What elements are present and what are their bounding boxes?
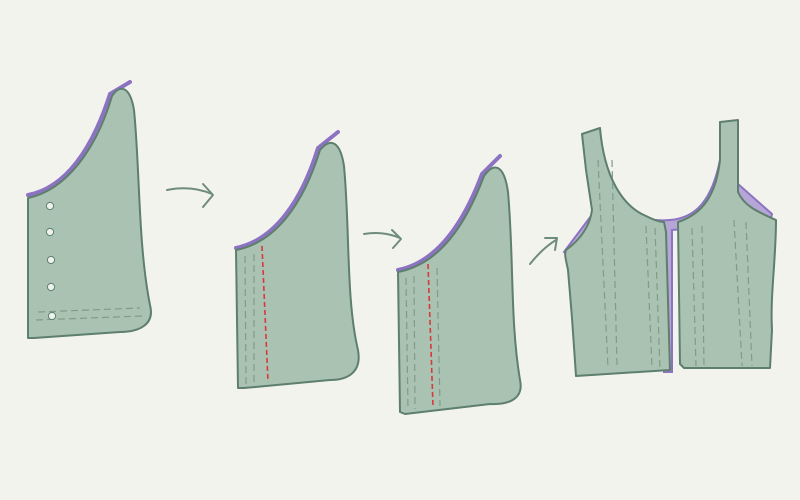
lining-edge	[234, 130, 340, 250]
step-3-panel	[396, 154, 522, 415]
edge-stitching	[436, 267, 441, 407]
panel-stitching	[691, 227, 697, 367]
lining-edge	[396, 154, 502, 272]
panel-stitching	[597, 159, 609, 369]
panel-stitching	[733, 219, 743, 367]
arrow-right-icon	[166, 183, 214, 208]
snap-button-icon	[46, 282, 56, 292]
snap-button-icon	[47, 311, 57, 321]
front-panel-fabric	[397, 166, 522, 415]
panel-stitching	[701, 225, 705, 367]
arrow-up-right-icon	[529, 237, 558, 265]
panel-stitching	[611, 159, 618, 367]
vest-right-front	[677, 119, 777, 369]
hem-stitching	[37, 307, 141, 313]
red-seam-line	[261, 245, 269, 383]
panel-stitching	[745, 221, 753, 367]
step-2-panel	[234, 130, 360, 389]
vest-left-front	[564, 127, 671, 377]
lining-edge	[26, 80, 132, 197]
step-1-panel	[26, 80, 152, 339]
edge-stitching	[405, 277, 409, 411]
front-panel-fabric	[27, 87, 152, 339]
snap-button-icon	[46, 255, 56, 265]
snap-buttons	[45, 201, 57, 321]
snap-button-icon	[45, 201, 55, 211]
arrow-right-icon	[363, 229, 402, 249]
edge-stitching	[413, 275, 416, 410]
panel-stitching	[645, 225, 653, 369]
snap-button-icon	[45, 227, 55, 237]
finished-vest	[562, 119, 777, 377]
front-panel-fabric	[235, 141, 360, 389]
panel-stitching	[654, 227, 661, 371]
